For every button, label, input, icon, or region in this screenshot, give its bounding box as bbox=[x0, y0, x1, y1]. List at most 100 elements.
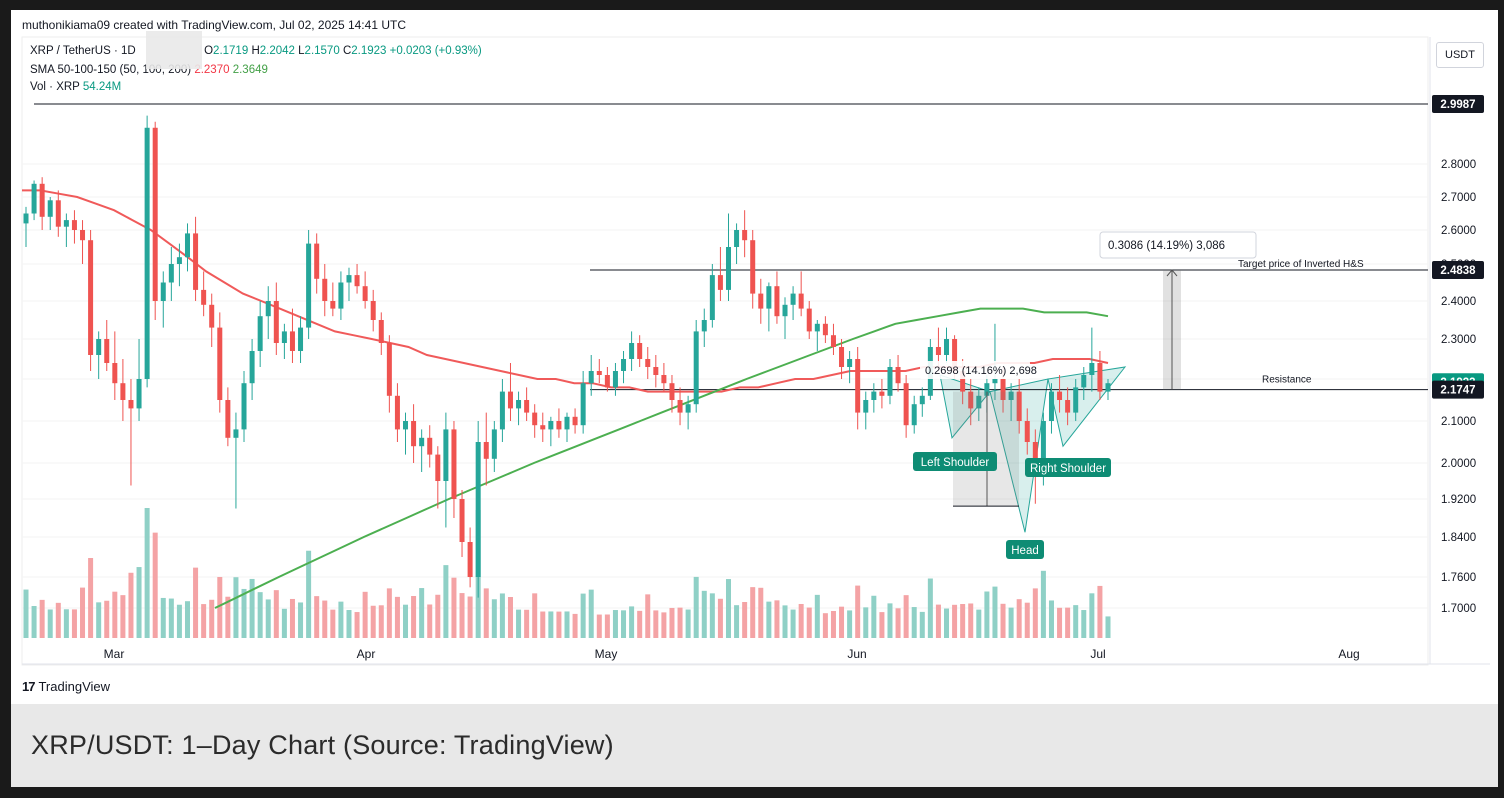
volume-bar bbox=[919, 611, 925, 638]
volume-bar bbox=[322, 600, 328, 638]
candle-body bbox=[782, 304, 788, 317]
volume-bar bbox=[241, 588, 247, 638]
volume-bar bbox=[661, 612, 667, 638]
volume-bar bbox=[257, 592, 263, 638]
volume-bar bbox=[403, 604, 409, 638]
volume-bar bbox=[71, 609, 77, 638]
candle-body bbox=[1024, 421, 1030, 442]
volume-bar bbox=[346, 610, 352, 638]
pattern-label: Right Shoulder bbox=[1030, 463, 1106, 475]
candle-body bbox=[564, 416, 570, 430]
measure-label-1: 0.3086 (14.19%) 3,086 bbox=[1108, 240, 1225, 252]
candle-body bbox=[47, 200, 53, 217]
candle-body bbox=[944, 339, 950, 355]
y-tick-label: 2.0000 bbox=[1441, 458, 1476, 470]
candle-body bbox=[201, 289, 207, 305]
candle-body bbox=[806, 308, 812, 332]
candle-body bbox=[1089, 363, 1095, 375]
symbol-label[interactable]: XRP / TetherUS · 1D bbox=[30, 45, 136, 57]
candle-body bbox=[968, 391, 974, 409]
candle-body bbox=[588, 371, 594, 384]
candle-body bbox=[911, 404, 917, 426]
volume-bar bbox=[298, 602, 304, 638]
candle-body bbox=[725, 247, 731, 290]
volume-bar bbox=[314, 596, 320, 638]
price-tag-label: 2.4838 bbox=[1440, 265, 1476, 277]
volume-bar bbox=[249, 578, 255, 638]
volume-bar bbox=[766, 601, 772, 638]
candle-body bbox=[717, 275, 723, 290]
candle-body bbox=[1065, 400, 1071, 413]
candle-body bbox=[766, 286, 772, 309]
candle-body bbox=[427, 437, 433, 455]
volume-bar bbox=[459, 593, 465, 638]
volume-bar bbox=[23, 589, 29, 638]
pattern-label: Left Shoulder bbox=[921, 457, 990, 469]
candle-body bbox=[830, 335, 836, 347]
candle-body bbox=[144, 127, 150, 379]
candle-body bbox=[604, 375, 610, 388]
candle-body bbox=[1016, 391, 1022, 421]
volume-bar bbox=[750, 587, 756, 638]
y-tick-label: 2.7000 bbox=[1441, 192, 1476, 204]
volume-bar bbox=[717, 598, 723, 638]
y-tick-label: 2.1000 bbox=[1441, 416, 1476, 428]
volume-bar bbox=[467, 596, 473, 638]
volume-bar bbox=[128, 572, 134, 638]
candle-body bbox=[548, 421, 554, 430]
candle-body bbox=[887, 367, 893, 396]
currency-button[interactable]: USDT bbox=[1436, 42, 1484, 68]
price-tag bbox=[1432, 260, 1484, 279]
candle-body bbox=[160, 282, 166, 301]
volume-bar bbox=[709, 593, 715, 638]
candle-body bbox=[265, 301, 271, 317]
volume-bar bbox=[39, 599, 45, 638]
x-tick-label: Aug bbox=[1338, 647, 1359, 661]
volume-bar bbox=[160, 597, 166, 638]
candle-body bbox=[71, 220, 77, 230]
sma1-value: 2.2370 bbox=[194, 64, 230, 76]
volume-bars bbox=[23, 508, 1111, 638]
candle-body bbox=[152, 127, 158, 301]
volume-bar bbox=[354, 612, 360, 638]
volume-bar bbox=[604, 614, 610, 638]
candle-body bbox=[653, 367, 659, 375]
candle-body bbox=[1081, 375, 1087, 388]
x-tick-label: Mar bbox=[104, 647, 125, 661]
volume-bar bbox=[580, 593, 586, 638]
candle-body bbox=[839, 347, 845, 367]
candle-body bbox=[895, 367, 901, 384]
candle-body bbox=[661, 375, 667, 384]
open-value: 2.1719 bbox=[213, 45, 249, 57]
measure-label-1-bg bbox=[1099, 231, 1257, 259]
candle-body bbox=[952, 339, 958, 371]
candle-body bbox=[112, 363, 118, 384]
candle-body bbox=[669, 383, 675, 400]
tradingview-logo[interactable]: 17 TradingView bbox=[22, 679, 110, 694]
volume-bar bbox=[863, 607, 869, 638]
volume-bar bbox=[734, 605, 740, 638]
candle-body bbox=[370, 301, 376, 320]
volume-bar bbox=[499, 593, 505, 638]
price-tag bbox=[1432, 95, 1484, 113]
volume-bar bbox=[839, 606, 845, 638]
volume-bar bbox=[540, 611, 546, 638]
candle-body bbox=[362, 286, 368, 301]
candle-body bbox=[322, 278, 328, 301]
volume-bar bbox=[677, 607, 683, 638]
volume-bar bbox=[427, 604, 433, 638]
volume-bar bbox=[629, 606, 635, 638]
volume-bar bbox=[306, 550, 312, 638]
volume-bar bbox=[1081, 610, 1087, 638]
y-tick-label: 2.4000 bbox=[1441, 296, 1476, 308]
volume-bar bbox=[887, 603, 893, 638]
volume-label[interactable]: Vol · XRP bbox=[30, 81, 80, 93]
candle-body bbox=[863, 400, 869, 413]
volume-bar bbox=[992, 586, 998, 638]
candle-body bbox=[491, 429, 497, 459]
y-axis: 2.80002.70002.60002.50002.40002.30002.10… bbox=[1432, 95, 1484, 615]
candle-body bbox=[1097, 363, 1103, 392]
candle-body bbox=[39, 183, 45, 217]
candle-body bbox=[273, 301, 279, 343]
